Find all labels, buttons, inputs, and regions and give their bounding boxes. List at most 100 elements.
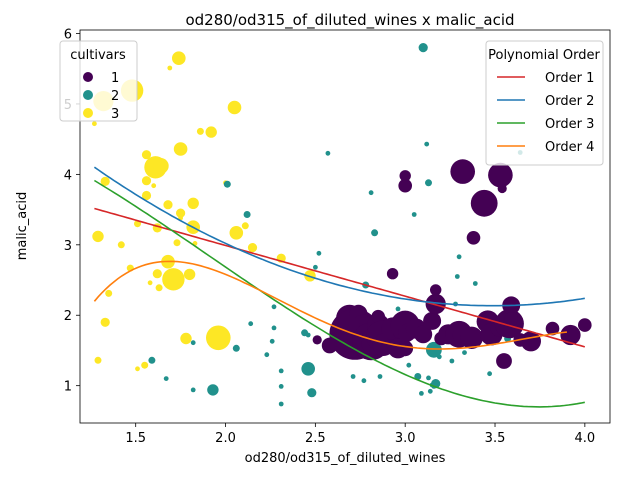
data-point-cultivar-3 (227, 100, 242, 115)
data-point-cultivar-1 (414, 325, 433, 344)
data-point-cultivar-1 (399, 170, 411, 182)
legend-polynomial-entry: Order 1 (497, 71, 594, 86)
data-point-cultivar-3 (155, 284, 163, 292)
data-point-cultivar-1 (497, 183, 507, 194)
data-point-cultivar-2 (190, 387, 196, 393)
data-point-cultivar-2 (454, 274, 460, 279)
data-point-cultivar-1 (312, 335, 322, 345)
legend-order-label: Order 4 (545, 140, 594, 155)
y-tick-label: 6 (64, 28, 72, 43)
data-point-cultivar-3 (229, 226, 244, 240)
legend-cultivars-entry: 3 (83, 107, 119, 122)
data-point-cultivar-2 (487, 371, 492, 377)
data-point-cultivar-1 (460, 326, 483, 349)
y-tick-label: 4 (64, 168, 72, 183)
data-point-cultivar-2 (301, 362, 316, 376)
data-point-cultivar-2 (278, 384, 284, 389)
data-point-cultivar-3 (241, 222, 249, 230)
data-point-cultivar-2 (395, 306, 401, 312)
data-point-cultivar-2 (419, 391, 424, 396)
data-point-cultivar-1 (397, 340, 414, 357)
data-point-cultivar-2 (411, 212, 417, 217)
data-point-cultivar-3 (141, 361, 149, 369)
data-point-cultivar-3 (92, 230, 104, 243)
legend-polynomial-frame (485, 40, 604, 166)
data-point-cultivar-3 (167, 65, 173, 71)
data-point-cultivar-3 (187, 197, 199, 209)
data-point-cultivar-2 (278, 401, 284, 407)
legend-cultivars-entry: 2 (83, 89, 119, 104)
data-point-cultivar-3 (163, 200, 173, 210)
legend-cultivars-title: cultivars (70, 48, 126, 63)
legend-cultivar-marker (83, 72, 93, 82)
data-point-cultivar-3 (135, 366, 140, 372)
data-point-cultivar-3 (147, 280, 153, 286)
x-tick-label: 4.0 (575, 431, 596, 446)
data-point-cultivar-3 (172, 51, 186, 65)
data-point-cultivar-2 (418, 43, 428, 53)
data-point-cultivar-3 (173, 239, 181, 247)
data-point-cultivar-3 (94, 356, 102, 364)
data-point-cultivar-2 (190, 340, 196, 346)
data-point-cultivar-3 (117, 241, 125, 249)
data-point-cultivar-3 (205, 126, 217, 138)
data-point-cultivar-3 (100, 176, 110, 186)
data-point-cultivar-2 (264, 352, 270, 358)
data-point-cultivar-1 (470, 189, 498, 217)
data-point-cultivar-2 (271, 325, 277, 331)
data-point-cultivar-1 (423, 311, 442, 330)
legend-polynomial: Polynomial Order Order 1 Order 2 Order 3… (485, 40, 604, 166)
data-point-cultivar-2 (223, 180, 231, 188)
data-point-cultivar-2 (325, 150, 331, 156)
x-tick-label: 2.5 (305, 431, 326, 446)
y-tick-label: 3 (64, 239, 72, 254)
data-point-cultivar-2 (426, 375, 431, 381)
data-point-cultivar-2 (269, 338, 275, 344)
x-axis-label: od280/od315_of_diluted_wines (245, 451, 446, 466)
x-tick-label: 2.0 (215, 431, 236, 446)
data-point-cultivar-2 (427, 388, 433, 394)
data-point-cultivar-1 (560, 324, 581, 346)
data-point-cultivar-2 (424, 141, 430, 147)
legend-polynomial-entry: Order 3 (497, 117, 594, 132)
data-point-cultivar-3 (152, 158, 169, 174)
data-point-cultivar-3 (141, 150, 152, 160)
x-tick-label: 1.5 (125, 431, 146, 446)
data-point-cultivar-2 (278, 368, 284, 374)
data-point-cultivar-2 (426, 341, 442, 358)
data-point-cultivar-3 (173, 142, 188, 156)
legend-order-label: Order 3 (545, 117, 594, 132)
legend-cultivar-label: 2 (111, 89, 119, 104)
data-point-cultivar-2 (207, 384, 219, 396)
legend-cultivars-entry: 1 (83, 71, 119, 86)
data-point-cultivar-2 (316, 250, 322, 256)
data-point-cultivar-3 (141, 190, 152, 201)
data-point-cultivar-3 (152, 269, 162, 279)
legend-cultivar-label: 3 (111, 107, 119, 122)
plot-frame (79, 29, 611, 424)
data-point-cultivar-2 (307, 388, 317, 398)
fit-line-order-3 (93, 179, 585, 408)
data-point-cultivar-1 (450, 159, 476, 184)
fit-line-order-2 (93, 166, 585, 307)
x-tick-label: 3.0 (395, 431, 416, 446)
legend-polynomial-title: Polynomial Order (488, 48, 600, 63)
data-point-cultivar-2 (368, 190, 374, 196)
data-point-cultivar-3 (176, 208, 186, 218)
data-point-cultivar-2 (361, 378, 367, 384)
data-point-cultivar-2 (425, 179, 432, 187)
fit-lines-layer (93, 166, 586, 408)
data-point-cultivar-2 (449, 358, 455, 364)
data-point-cultivar-2 (243, 211, 251, 218)
data-point-cultivar-2 (377, 374, 383, 379)
data-point-cultivar-2 (305, 332, 311, 338)
legend-polynomial-entry: Order 4 (497, 140, 594, 155)
data-point-cultivar-1 (386, 268, 399, 280)
data-point-cultivar-1 (466, 231, 481, 245)
fit-line-order-1 (94, 207, 586, 348)
data-point-cultivar-1 (488, 162, 513, 188)
data-point-cultivar-2 (248, 321, 254, 327)
data-point-cultivar-1 (578, 318, 592, 332)
data-point-cultivar-2 (148, 356, 156, 364)
